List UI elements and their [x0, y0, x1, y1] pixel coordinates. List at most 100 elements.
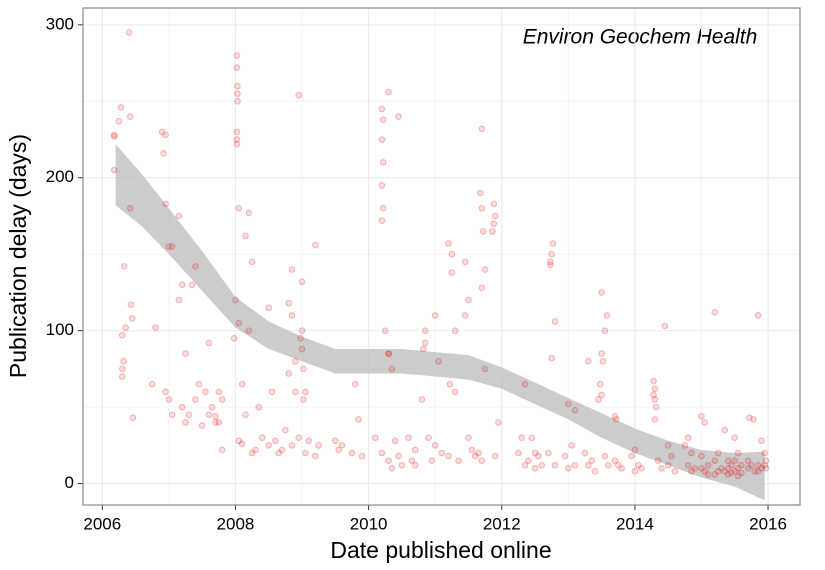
point: [391, 437, 399, 445]
point: [148, 380, 156, 388]
point: [721, 426, 729, 434]
point: [724, 464, 732, 472]
point: [531, 449, 539, 457]
point: [652, 403, 660, 411]
point: [395, 113, 402, 120]
point: [481, 365, 489, 373]
point: [338, 442, 346, 449]
point: [547, 261, 554, 269]
point: [698, 452, 705, 460]
point: [684, 461, 692, 469]
point: [332, 437, 339, 445]
point: [182, 350, 189, 357]
point: [551, 461, 559, 469]
x-tick-label: 2006: [83, 514, 121, 533]
point: [435, 357, 442, 365]
point: [598, 350, 605, 357]
point: [568, 442, 575, 449]
point: [681, 442, 689, 449]
point: [650, 377, 657, 385]
point: [282, 426, 289, 434]
point: [528, 434, 536, 442]
point: [654, 457, 662, 464]
point: [479, 227, 487, 235]
point: [238, 380, 246, 388]
point: [598, 391, 605, 399]
point: [762, 457, 770, 464]
point: [265, 442, 273, 449]
point: [162, 131, 169, 139]
y-tick-label: 300: [46, 14, 74, 33]
point: [671, 468, 679, 475]
point: [175, 212, 183, 220]
point: [292, 357, 299, 365]
point: [248, 449, 256, 457]
point: [448, 269, 456, 276]
point: [288, 442, 296, 449]
point: [126, 113, 134, 120]
x-tick-label: 2010: [350, 514, 388, 533]
point: [551, 318, 559, 325]
point: [468, 446, 476, 454]
point: [438, 449, 446, 457]
point: [265, 304, 273, 312]
point: [233, 136, 241, 143]
point: [638, 464, 645, 472]
point: [395, 452, 402, 460]
point: [761, 449, 769, 457]
point: [651, 396, 659, 403]
point: [758, 437, 765, 445]
point: [465, 296, 472, 304]
point: [175, 296, 183, 304]
point: [628, 452, 635, 460]
point: [358, 452, 366, 460]
point: [588, 457, 595, 464]
point: [734, 449, 742, 457]
point: [162, 388, 169, 396]
point: [691, 464, 699, 472]
point: [122, 324, 129, 331]
point: [596, 380, 604, 388]
point: [192, 396, 199, 403]
point: [611, 413, 619, 420]
point: [495, 419, 502, 426]
point: [285, 370, 293, 377]
point: [758, 464, 765, 472]
point: [754, 461, 762, 469]
point: [120, 263, 128, 270]
point: [168, 243, 176, 250]
point: [242, 411, 249, 419]
point: [614, 461, 622, 469]
point: [162, 200, 169, 208]
point: [315, 442, 322, 449]
point: [651, 385, 659, 393]
point: [235, 319, 243, 327]
point: [701, 468, 709, 475]
point: [379, 159, 387, 166]
point: [531, 464, 539, 472]
point: [664, 461, 672, 469]
point: [275, 449, 283, 457]
point: [538, 461, 545, 469]
point: [185, 411, 193, 419]
point: [378, 182, 386, 189]
x-tick-label: 2014: [616, 514, 654, 533]
point: [120, 357, 127, 365]
point: [268, 388, 276, 396]
point: [631, 446, 639, 454]
point: [701, 419, 709, 426]
point: [208, 403, 216, 411]
point: [205, 339, 213, 347]
point: [233, 140, 241, 148]
point: [571, 406, 579, 414]
point: [385, 350, 392, 357]
point: [634, 461, 642, 469]
point: [160, 149, 167, 157]
point: [411, 446, 419, 454]
point: [233, 52, 241, 59]
point: [212, 419, 219, 426]
point: [704, 461, 712, 469]
point: [521, 380, 529, 388]
point: [698, 413, 705, 420]
point: [234, 82, 241, 90]
